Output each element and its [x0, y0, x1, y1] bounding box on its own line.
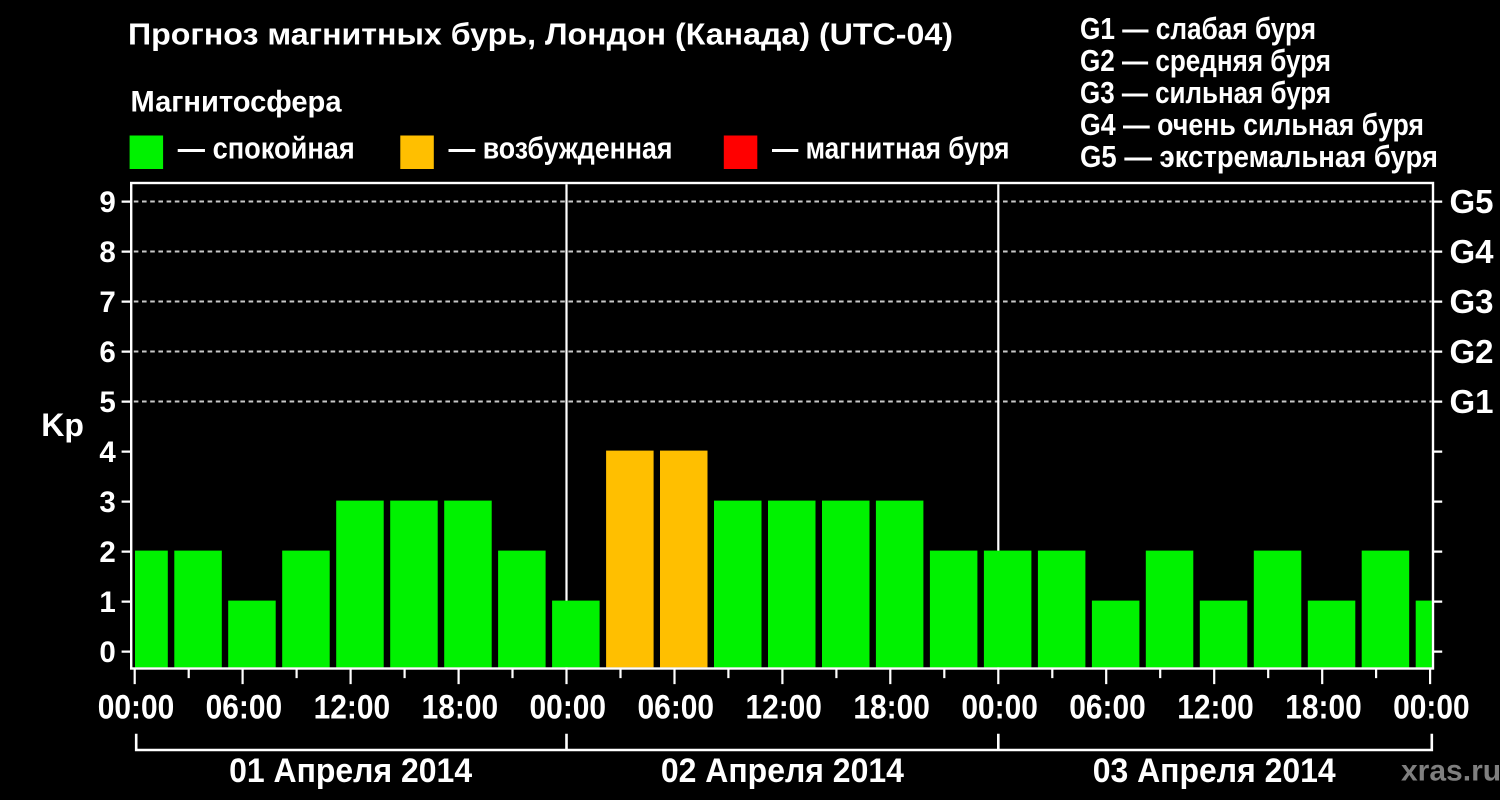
svg-text:02 Апреля 2014: 02 Апреля 2014 [661, 752, 904, 790]
svg-text:18:00: 18:00 [853, 688, 930, 726]
svg-text:00:00: 00:00 [530, 688, 607, 726]
svg-text:1: 1 [99, 586, 115, 619]
svg-text:00:00: 00:00 [1393, 688, 1470, 726]
svg-text:4: 4 [99, 436, 116, 469]
svg-text:8: 8 [99, 236, 115, 269]
svg-text:12:00: 12:00 [314, 688, 391, 726]
svg-text:— магнитная буря: — магнитная буря [772, 131, 1010, 166]
svg-text:Kp: Kp [41, 407, 84, 443]
svg-text:7: 7 [99, 286, 115, 319]
svg-text:0: 0 [99, 636, 115, 669]
svg-text:3: 3 [99, 486, 115, 519]
svg-text:G1 — слабая буря: G1 — слабая буря [1080, 11, 1316, 46]
svg-text:Магнитосфера: Магнитосфера [131, 85, 342, 118]
svg-text:G1: G1 [1450, 383, 1494, 420]
svg-text:12:00: 12:00 [745, 688, 822, 726]
svg-text:G3 — сильная буря: G3 — сильная буря [1080, 75, 1331, 110]
svg-text:G4 — очень сильная буря: G4 — очень сильная буря [1080, 107, 1424, 142]
svg-text:03 Апреля 2014: 03 Апреля 2014 [1093, 752, 1336, 790]
svg-text:00:00: 00:00 [961, 688, 1038, 726]
svg-text:18:00: 18:00 [422, 688, 499, 726]
svg-text:18:00: 18:00 [1285, 688, 1362, 726]
svg-text:12:00: 12:00 [1177, 688, 1254, 726]
svg-text:00:00: 00:00 [98, 688, 175, 726]
svg-text:G2: G2 [1450, 333, 1494, 370]
svg-text:— спокойная: — спокойная [178, 131, 355, 166]
svg-text:Прогноз магнитных бурь, Лондон: Прогноз магнитных бурь, Лондон (Канада) … [128, 17, 953, 52]
svg-text:06:00: 06:00 [1069, 688, 1146, 726]
svg-text:— возбужденная: — возбужденная [449, 131, 673, 166]
svg-text:G2 — средняя буря: G2 — средняя буря [1080, 43, 1331, 78]
svg-text:9: 9 [99, 186, 115, 219]
svg-text:G5: G5 [1450, 183, 1494, 220]
svg-text:G3: G3 [1450, 283, 1494, 320]
svg-text:01 Апреля 2014: 01 Апреля 2014 [229, 752, 472, 790]
svg-text:2: 2 [99, 536, 115, 569]
svg-text:xras.ru: xras.ru [1401, 755, 1500, 788]
svg-text:06:00: 06:00 [638, 688, 715, 726]
svg-text:5: 5 [99, 386, 115, 419]
svg-text:06:00: 06:00 [206, 688, 283, 726]
svg-text:6: 6 [99, 336, 115, 369]
svg-text:G5 — экстремальная буря: G5 — экстремальная буря [1080, 139, 1438, 174]
svg-text:G4: G4 [1450, 233, 1495, 270]
